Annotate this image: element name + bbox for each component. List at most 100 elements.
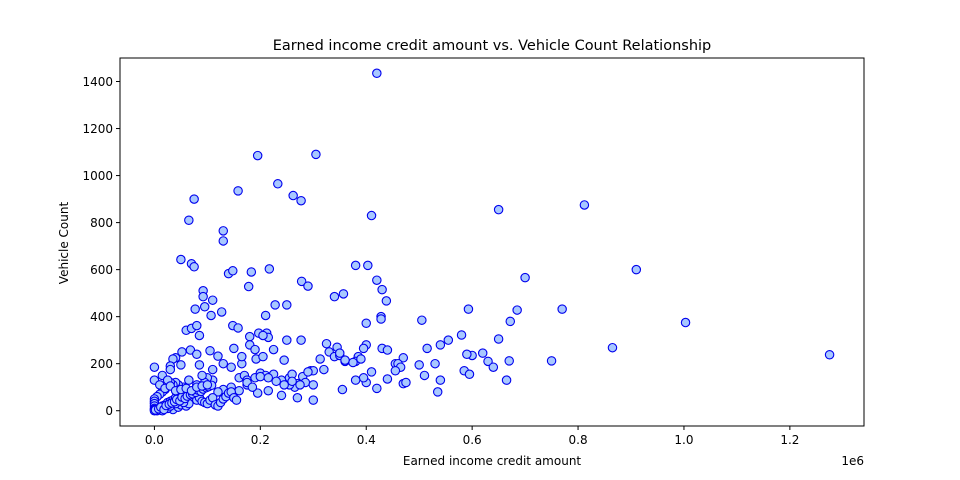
data-point: [303, 367, 313, 377]
y-tick-label: 600: [90, 263, 113, 277]
data-point: [264, 264, 275, 274]
data-point: [607, 342, 618, 353]
data-point: [398, 353, 409, 363]
data-point: [268, 344, 279, 355]
data-point: [205, 345, 215, 356]
data-point: [483, 356, 493, 367]
data-point: [363, 260, 373, 271]
data-point: [631, 264, 642, 275]
data-point: [189, 194, 199, 204]
data-point: [226, 362, 236, 372]
data-point: [372, 68, 382, 79]
data-point: [488, 362, 499, 372]
data-point: [680, 317, 691, 328]
data-point: [194, 330, 205, 341]
data-point: [246, 267, 257, 277]
data-point: [308, 380, 319, 390]
data-point: [194, 360, 205, 370]
x-tick-label: 1.0: [674, 433, 693, 447]
data-point: [218, 358, 229, 369]
y-axis-label: Vehicle Count: [57, 202, 71, 285]
y-tick-label: 1200: [82, 122, 113, 136]
data-point: [361, 318, 371, 328]
data-point: [258, 351, 268, 362]
data-point: [430, 358, 440, 369]
data-point: [435, 375, 446, 385]
data-point: [270, 300, 280, 310]
data-point: [296, 195, 306, 206]
data-point: [237, 351, 247, 362]
data-point: [372, 275, 382, 285]
x-axis-ticks: 0.0 0.2 0.4 0.6 0.8 1.0 1.2: [145, 426, 799, 447]
x-tick-label: 1.2: [780, 433, 799, 447]
data-point: [228, 266, 238, 276]
data-point: [477, 348, 488, 358]
data-point: [579, 200, 590, 210]
x-tick-label: 0.2: [251, 433, 270, 447]
data-point: [295, 380, 305, 390]
data-point: [229, 343, 239, 354]
y-tick-label: 1400: [82, 75, 113, 89]
data-point: [557, 304, 567, 314]
data-point: [282, 335, 292, 345]
chart-title: Earned income credit amount vs. Vehicle …: [273, 38, 712, 54]
data-point: [206, 310, 216, 321]
data-point: [165, 364, 176, 375]
data-point: [358, 373, 369, 383]
data-point: [390, 365, 401, 376]
data-point: [443, 335, 454, 345]
data-point: [372, 383, 382, 394]
data-point: [213, 351, 223, 361]
data-point: [319, 364, 329, 375]
data-point: [504, 356, 514, 366]
data-point: [348, 357, 358, 368]
data-point: [456, 330, 467, 340]
data-point: [311, 149, 321, 160]
data-point: [505, 316, 516, 327]
x-tick-label: 0.8: [569, 433, 588, 447]
data-point: [546, 356, 557, 366]
data-point: [435, 340, 446, 350]
data-point: [263, 373, 274, 383]
data-point: [176, 360, 186, 370]
data-point: [189, 262, 199, 272]
data-point: [366, 210, 377, 221]
data-point: [271, 376, 281, 387]
data-point: [258, 330, 268, 341]
data-point: [218, 236, 229, 246]
data-point: [213, 387, 223, 397]
data-point: [376, 314, 386, 324]
data-point: [250, 344, 260, 355]
data-point: [321, 338, 332, 349]
data-point: [824, 349, 835, 360]
data-point: [199, 302, 210, 312]
data-point: [218, 226, 229, 236]
y-tick-label: 1000: [82, 169, 113, 183]
data-point: [192, 349, 202, 360]
data-point: [197, 370, 207, 381]
data-point: [340, 355, 350, 365]
data-point: [377, 284, 387, 295]
data-point: [501, 375, 512, 385]
x-tick-label: 0.4: [357, 433, 376, 447]
data-point: [463, 304, 474, 314]
data-point: [315, 354, 325, 364]
data-point: [231, 395, 242, 405]
data-point: [207, 295, 218, 305]
data-point: [184, 375, 194, 385]
data-point: [414, 360, 424, 370]
data-point: [273, 179, 283, 189]
x-axis-label: Earned income credit amount: [403, 454, 582, 468]
data-point: [192, 320, 202, 331]
points-layer: [149, 68, 835, 416]
data-point: [493, 204, 504, 215]
data-point: [207, 364, 218, 375]
y-tick-label: 800: [90, 216, 113, 230]
data-point: [401, 377, 411, 388]
data-point: [432, 387, 443, 397]
data-point: [493, 334, 504, 344]
data-point: [255, 371, 266, 382]
y-tick-label: 0: [105, 404, 113, 418]
data-point: [464, 369, 475, 380]
data-point: [417, 315, 427, 325]
